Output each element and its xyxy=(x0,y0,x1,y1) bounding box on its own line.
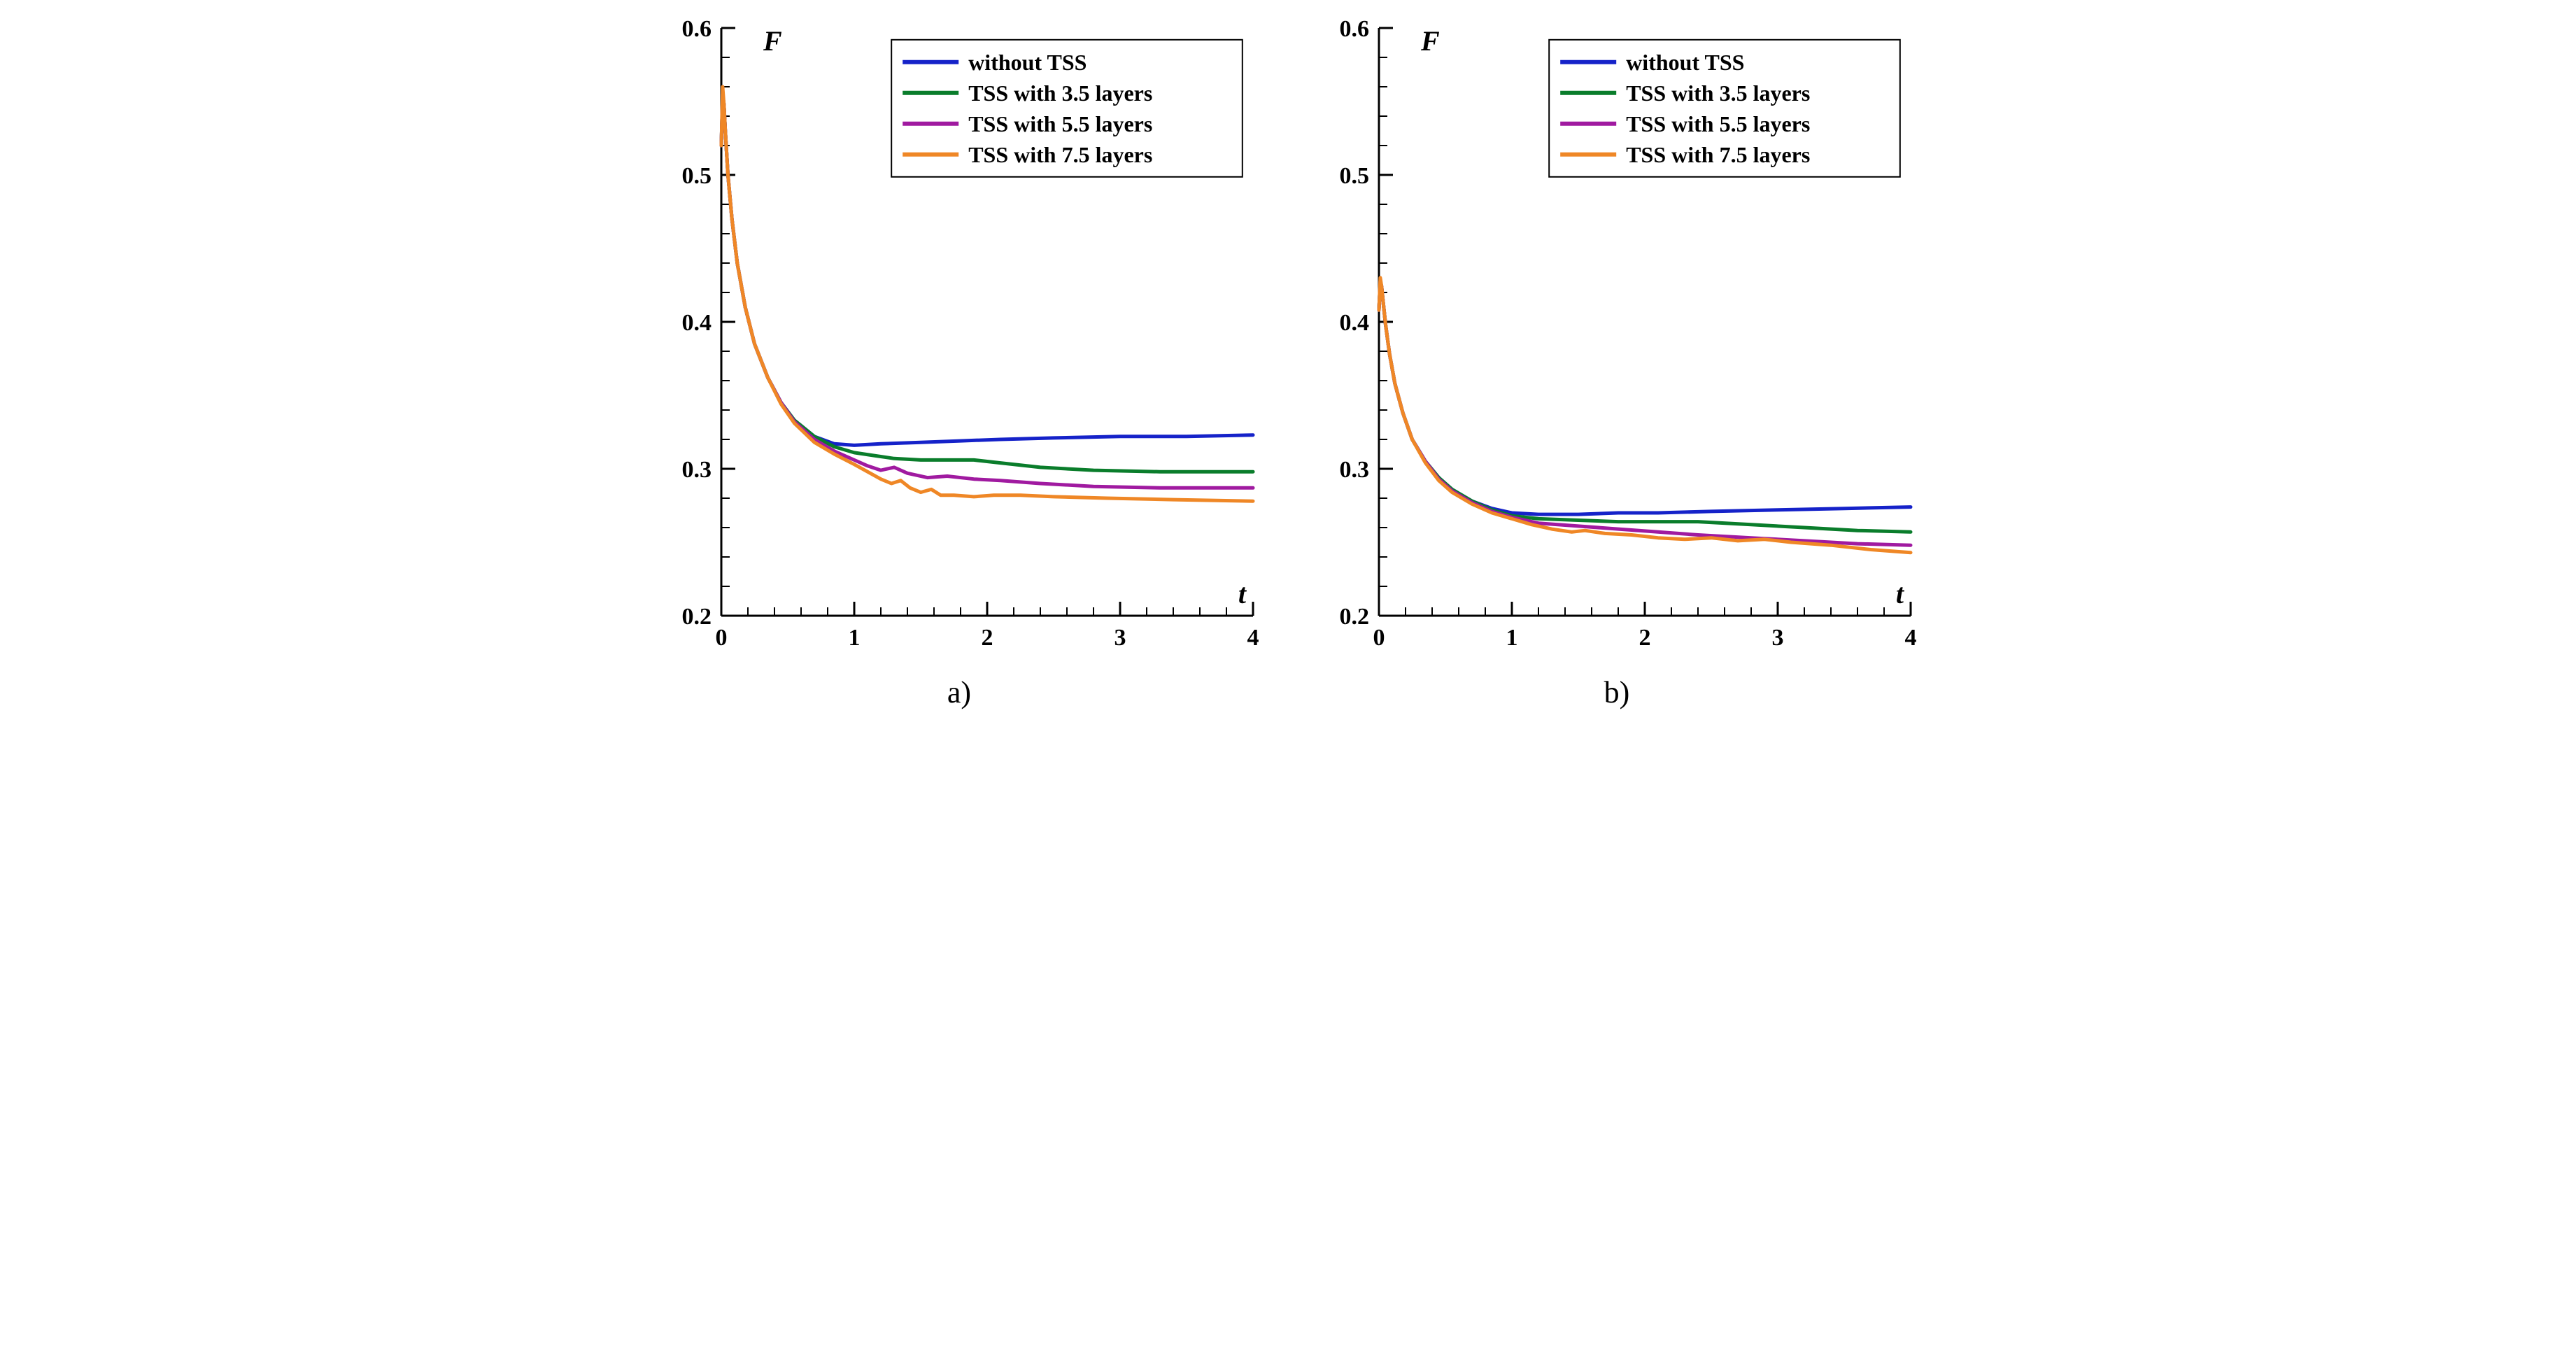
svg-text:without TSS: without TSS xyxy=(1626,50,1744,75)
svg-text:0.2: 0.2 xyxy=(1340,604,1370,630)
svg-text:0: 0 xyxy=(1373,625,1385,651)
svg-text:0.3: 0.3 xyxy=(1340,457,1370,483)
svg-text:TSS with 3.5 layers: TSS with 3.5 layers xyxy=(1626,80,1810,106)
svg-text:0.5: 0.5 xyxy=(682,163,712,189)
svg-text:1: 1 xyxy=(1506,625,1518,651)
panel-a: 0 1 2 3 4 0.2 0.3 0.4 0.5 0.6 Ft without TSS TSS wit… xyxy=(644,14,1274,710)
svg-text:0.6: 0.6 xyxy=(1340,16,1370,42)
svg-text:0.4: 0.4 xyxy=(682,310,712,336)
panel-a-caption: a) xyxy=(947,675,971,710)
svg-text:0.5: 0.5 xyxy=(1340,163,1370,189)
svg-text:0: 0 xyxy=(716,625,728,651)
svg-text:TSS with 7.5 layers: TSS with 7.5 layers xyxy=(1626,142,1810,167)
panel-b: 0 1 2 3 4 0.2 0.3 0.4 0.5 0.6 Ft without TSS TSS wit… xyxy=(1302,14,1932,710)
svg-text:F: F xyxy=(1420,25,1440,57)
svg-text:TSS with 3.5 layers: TSS with 3.5 layers xyxy=(968,80,1152,106)
chart-a-svg: 0 1 2 3 4 0.2 0.3 0.4 0.5 0.6 Ft without TSS TSS wit… xyxy=(644,14,1274,672)
svg-text:TSS with 7.5 layers: TSS with 7.5 layers xyxy=(968,142,1152,167)
svg-text:3: 3 xyxy=(1114,625,1126,651)
svg-text:0.2: 0.2 xyxy=(682,604,712,630)
svg-text:2: 2 xyxy=(982,625,993,651)
svg-text:2: 2 xyxy=(1639,625,1651,651)
svg-text:TSS with 5.5 layers: TSS with 5.5 layers xyxy=(968,111,1152,136)
svg-text:TSS with 5.5 layers: TSS with 5.5 layers xyxy=(1626,111,1810,136)
svg-text:4: 4 xyxy=(1247,625,1259,651)
svg-text:0.3: 0.3 xyxy=(682,457,712,483)
chart-b-svg: 0 1 2 3 4 0.2 0.3 0.4 0.5 0.6 Ft without TSS TSS wit… xyxy=(1302,14,1932,672)
svg-text:t: t xyxy=(1238,578,1247,609)
svg-text:0.4: 0.4 xyxy=(1340,310,1370,336)
svg-text:t: t xyxy=(1896,578,1905,609)
svg-text:without TSS: without TSS xyxy=(968,50,1087,75)
svg-text:3: 3 xyxy=(1772,625,1784,651)
figure-container: 0 1 2 3 4 0.2 0.3 0.4 0.5 0.6 Ft without TSS TSS wit… xyxy=(0,0,2576,724)
svg-text:F: F xyxy=(763,25,782,57)
svg-text:1: 1 xyxy=(849,625,861,651)
svg-text:0.6: 0.6 xyxy=(682,16,712,42)
panel-b-caption: b) xyxy=(1604,675,1630,710)
svg-text:4: 4 xyxy=(1905,625,1917,651)
